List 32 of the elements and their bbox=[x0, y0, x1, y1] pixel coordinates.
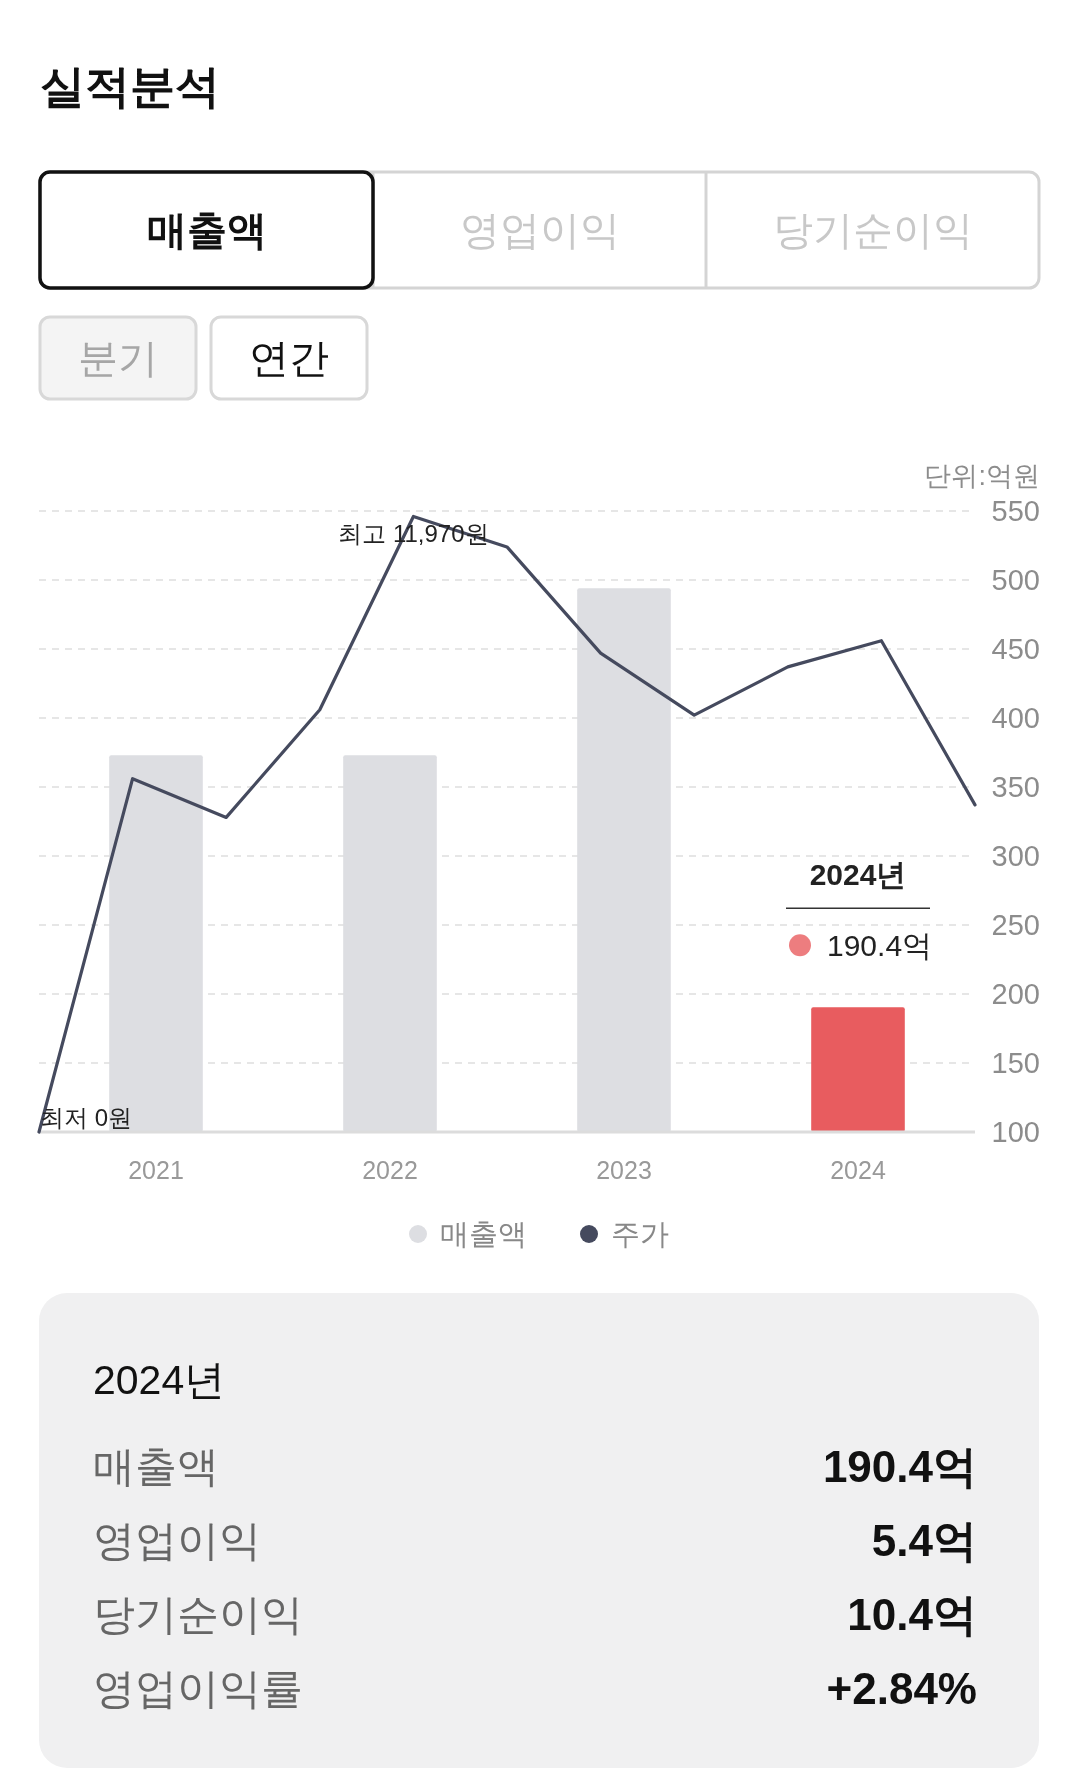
y-tick-label: 500 bbox=[991, 564, 1040, 596]
y-tick-label: 450 bbox=[991, 633, 1040, 665]
y-tick-label: 350 bbox=[991, 771, 1040, 803]
text: 영업이익 bbox=[93, 1516, 261, 1564]
text: 당기순이익 bbox=[93, 1590, 303, 1638]
y-tick-label: 300 bbox=[991, 840, 1040, 872]
control-button: 연간 bbox=[209, 315, 369, 401]
text: 매출액 bbox=[93, 1442, 219, 1490]
y-tick-label: 400 bbox=[991, 702, 1040, 734]
text: 190.4억 bbox=[822, 1441, 977, 1491]
x-tick-label: 2024 bbox=[830, 1156, 886, 1184]
x-tick-label: 2023 bbox=[596, 1156, 652, 1184]
y-tick-label: 150 bbox=[991, 1047, 1040, 1079]
text: 10.4억 bbox=[847, 1589, 977, 1639]
y-tick-label: 550 bbox=[991, 495, 1040, 527]
y-tick-label: 100 bbox=[991, 1116, 1040, 1148]
line-series bbox=[37, 514, 977, 1134]
x-tick-label: 2022 bbox=[362, 1156, 418, 1184]
x-tick-label: 2021 bbox=[128, 1156, 184, 1184]
y-tick-label: 200 bbox=[991, 978, 1040, 1010]
text: 5.4억 bbox=[871, 1515, 977, 1565]
y-tick-label: 250 bbox=[991, 909, 1040, 941]
text: 영업이익률 bbox=[93, 1664, 303, 1712]
annotation: 190.4억 bbox=[827, 928, 933, 962]
legend-label: 주가 bbox=[611, 1218, 669, 1250]
legend-label: 매출액 bbox=[440, 1218, 527, 1250]
text: +2.84% bbox=[826, 1663, 977, 1713]
text: 실적분석 bbox=[40, 60, 220, 112]
annotation: 2024년 bbox=[809, 857, 907, 891]
control-button: 분기 bbox=[38, 315, 198, 401]
text: 2024년 bbox=[93, 1357, 226, 1403]
y-axis-title: 단위:억원 bbox=[924, 461, 1040, 491]
